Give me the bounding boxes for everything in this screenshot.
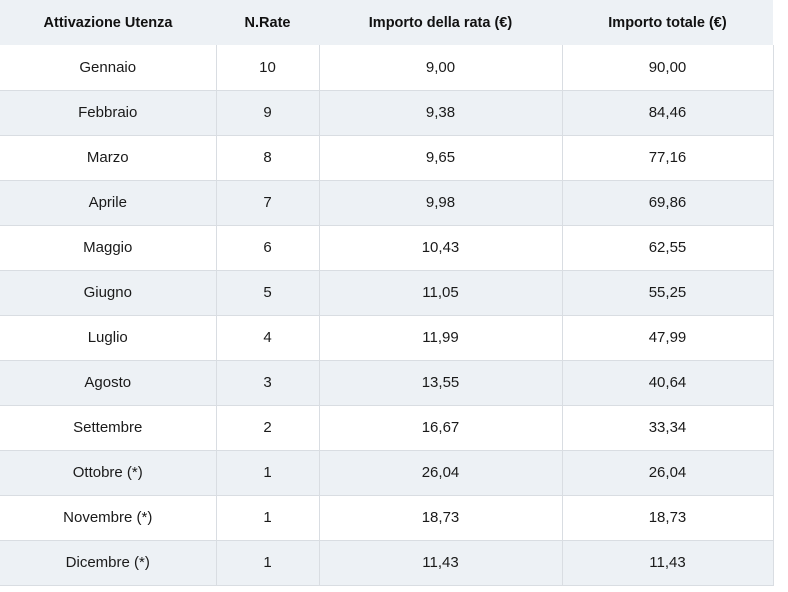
cell-activation-month: Ottobre (*) [0,450,217,496]
cell-installment-amount: 11,05 [319,270,563,316]
cell-num-installments: 4 [216,315,320,361]
table-header-row: Attivazione Utenza N.Rate Importo della … [0,0,773,45]
cell-activation-month: Dicembre (*) [0,540,217,586]
cell-num-installments: 8 [216,135,320,181]
table-row: Ottobre (*) 1 26,04 26,04 [0,450,774,496]
table-row: Luglio 4 11,99 47,99 [0,315,774,361]
cell-activation-month: Marzo [0,135,217,181]
cell-installment-amount: 9,65 [319,135,563,181]
cell-total-amount: 62,55 [562,225,774,271]
cell-installment-amount: 10,43 [319,225,563,271]
cell-installment-amount: 16,67 [319,405,563,451]
table-row: Dicembre (*) 1 11,43 11,43 [0,540,774,586]
cell-activation-month: Novembre (*) [0,495,217,541]
header-installment-amount: Importo della rata (€) [319,0,562,45]
cell-activation-month: Giugno [0,270,217,316]
cell-total-amount: 26,04 [562,450,774,496]
table-row: Giugno 5 11,05 55,25 [0,270,774,316]
cell-num-installments: 10 [216,45,320,91]
cell-num-installments: 5 [216,270,320,316]
cell-total-amount: 33,34 [562,405,774,451]
cell-total-amount: 47,99 [562,315,774,361]
cell-total-amount: 18,73 [562,495,774,541]
table-row: Marzo 8 9,65 77,16 [0,135,774,181]
cell-installment-amount: 26,04 [319,450,563,496]
cell-activation-month: Luglio [0,315,217,361]
cell-installment-amount: 11,43 [319,540,563,586]
cell-num-installments: 1 [216,495,320,541]
cell-total-amount: 55,25 [562,270,774,316]
cell-num-installments: 7 [216,180,320,226]
cell-total-amount: 84,46 [562,90,774,136]
cell-installment-amount: 18,73 [319,495,563,541]
cell-activation-month: Maggio [0,225,217,271]
cell-installment-amount: 11,99 [319,315,563,361]
table-row: Settembre 2 16,67 33,34 [0,405,774,451]
header-total-amount: Importo totale (€) [562,0,773,45]
cell-total-amount: 90,00 [562,45,774,91]
cell-total-amount: 11,43 [562,540,774,586]
cell-total-amount: 69,86 [562,180,774,226]
cell-activation-month: Agosto [0,360,217,406]
cell-installment-amount: 9,38 [319,90,563,136]
cell-num-installments: 2 [216,405,320,451]
cell-activation-month: Febbraio [0,90,217,136]
installments-table: Attivazione Utenza N.Rate Importo della … [0,0,774,586]
table-row: Maggio 6 10,43 62,55 [0,225,774,271]
cell-num-installments: 1 [216,450,320,496]
table-row: Aprile 7 9,98 69,86 [0,180,774,226]
cell-num-installments: 9 [216,90,320,136]
cell-installment-amount: 9,98 [319,180,563,226]
table-row: Gennaio 10 9,00 90,00 [0,45,774,91]
cell-installment-amount: 13,55 [319,360,563,406]
table-row: Agosto 3 13,55 40,64 [0,360,774,406]
cell-installment-amount: 9,00 [319,45,563,91]
table-row: Novembre (*) 1 18,73 18,73 [0,495,774,541]
installments-table-container: Attivazione Utenza N.Rate Importo della … [0,0,774,586]
table-row: Febbraio 9 9,38 84,46 [0,90,774,136]
cell-total-amount: 40,64 [562,360,774,406]
cell-num-installments: 3 [216,360,320,406]
cell-activation-month: Settembre [0,405,217,451]
cell-activation-month: Aprile [0,180,217,226]
header-activation: Attivazione Utenza [0,0,216,45]
cell-num-installments: 1 [216,540,320,586]
cell-num-installments: 6 [216,225,320,271]
cell-activation-month: Gennaio [0,45,217,91]
header-num-installments: N.Rate [216,0,319,45]
cell-total-amount: 77,16 [562,135,774,181]
